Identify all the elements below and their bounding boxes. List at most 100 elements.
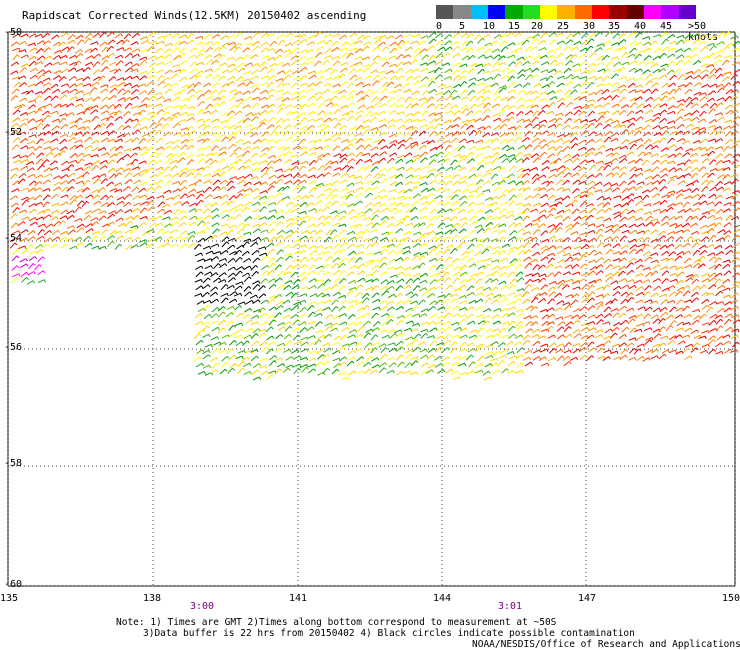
wind-barb-feather — [217, 118, 220, 122]
wind-barb — [409, 207, 416, 213]
wind-barb-feather — [354, 137, 358, 141]
wind-barb-feather — [607, 202, 611, 205]
wind-barb-feather — [144, 207, 148, 211]
wind-barb — [402, 202, 409, 208]
wind-barb-feather — [511, 116, 515, 120]
wind-barb-feather — [736, 173, 739, 177]
wind-barb-feather — [81, 39, 85, 43]
wind-barb-feather — [353, 174, 356, 178]
wind-barb — [690, 97, 697, 102]
wind-barb — [677, 162, 684, 166]
wind-barb-feather — [656, 82, 659, 86]
wind-barb-feather — [409, 96, 413, 100]
wind-barb — [585, 203, 593, 208]
wind-barb-feather — [369, 173, 373, 177]
wind-barb — [290, 208, 297, 214]
wind-barb — [322, 125, 329, 131]
wind-barb-feather — [408, 54, 412, 58]
wind-barb-feather — [239, 146, 242, 150]
wind-barb-feather — [25, 165, 29, 169]
wind-barb — [683, 55, 690, 59]
wind-barb — [10, 61, 18, 67]
wind-barb — [141, 133, 149, 138]
wind-barb-feather — [673, 167, 677, 171]
wind-barb — [492, 61, 498, 68]
wind-barb — [276, 174, 284, 179]
wind-barb — [204, 194, 211, 200]
wind-barb — [212, 186, 219, 192]
wind-barb-feather — [32, 118, 36, 122]
wind-barb — [419, 124, 427, 129]
wind-barb — [444, 85, 452, 89]
wind-barb-feather — [291, 218, 294, 222]
wind-barb-feather — [23, 75, 27, 79]
wind-barb — [506, 214, 513, 219]
wind-barb-feather — [464, 166, 467, 170]
wind-barb-feather — [529, 68, 533, 72]
wind-barb-feather — [128, 33, 132, 37]
wind-barb-feather — [537, 157, 541, 161]
wind-barb — [578, 166, 585, 172]
wind-barb-feather — [714, 102, 718, 106]
wind-barb-feather — [640, 116, 644, 120]
wind-barb — [204, 34, 210, 40]
wind-barb — [453, 74, 459, 81]
wind-barb — [733, 164, 739, 171]
wind-barb-feather — [239, 32, 243, 35]
wind-barb — [346, 115, 353, 122]
wind-barb — [105, 115, 112, 122]
wind-barb — [586, 192, 592, 199]
wind-barb-feather — [209, 173, 212, 177]
wind-barb-feather — [130, 179, 133, 183]
wind-barb — [43, 87, 49, 94]
wind-barb — [596, 43, 604, 47]
wind-barb-feather — [728, 160, 731, 164]
wind-barb-feather — [161, 75, 165, 78]
wind-barb-feather — [234, 124, 237, 128]
wind-barb-feather — [72, 39, 76, 43]
wind-barb-feather — [170, 43, 173, 47]
wind-barb — [613, 47, 621, 52]
wind-barb — [37, 105, 45, 110]
wind-barb-feather — [362, 211, 365, 215]
wind-barb — [66, 102, 73, 108]
wind-barb — [115, 217, 122, 222]
wind-barb-feather — [72, 214, 75, 218]
wind-barb — [508, 194, 515, 201]
wind-barb-feather — [735, 193, 739, 197]
wind-barb-feather — [695, 153, 699, 157]
wind-barb-feather — [431, 192, 435, 196]
wind-barb-feather — [194, 54, 197, 58]
wind-barb — [698, 166, 705, 172]
wind-barb-feather — [457, 207, 460, 211]
wind-barb-feather — [209, 186, 212, 190]
wind-barb — [389, 181, 396, 187]
wind-barb — [66, 164, 73, 170]
wind-barb — [28, 33, 36, 38]
wind-barb — [204, 54, 211, 60]
wind-barb-feather — [689, 82, 693, 86]
wind-barb — [389, 41, 396, 47]
wind-barb — [659, 208, 666, 214]
wind-barb-feather — [250, 36, 253, 40]
wind-barb-feather — [705, 138, 709, 142]
wind-barb — [426, 96, 433, 103]
wind-barb — [233, 46, 240, 53]
wind-barb — [604, 95, 611, 101]
wind-barb-feather — [577, 179, 581, 183]
wind-barb-feather — [183, 68, 187, 72]
wind-barb — [306, 41, 314, 46]
wind-barb — [682, 39, 689, 45]
wind-barb-feather — [330, 193, 334, 197]
wind-barb-feather — [519, 83, 523, 87]
wind-barb-feather — [632, 129, 636, 133]
wind-barb — [444, 34, 451, 40]
wind-barb-feather — [488, 125, 492, 129]
wind-barb-feather — [279, 54, 283, 58]
wind-barb — [524, 130, 530, 137]
wind-barb — [186, 144, 193, 151]
wind-barb-feather — [88, 119, 91, 124]
wind-barb — [100, 194, 107, 201]
wind-barb-feather — [24, 209, 28, 213]
wind-barb — [579, 194, 587, 199]
